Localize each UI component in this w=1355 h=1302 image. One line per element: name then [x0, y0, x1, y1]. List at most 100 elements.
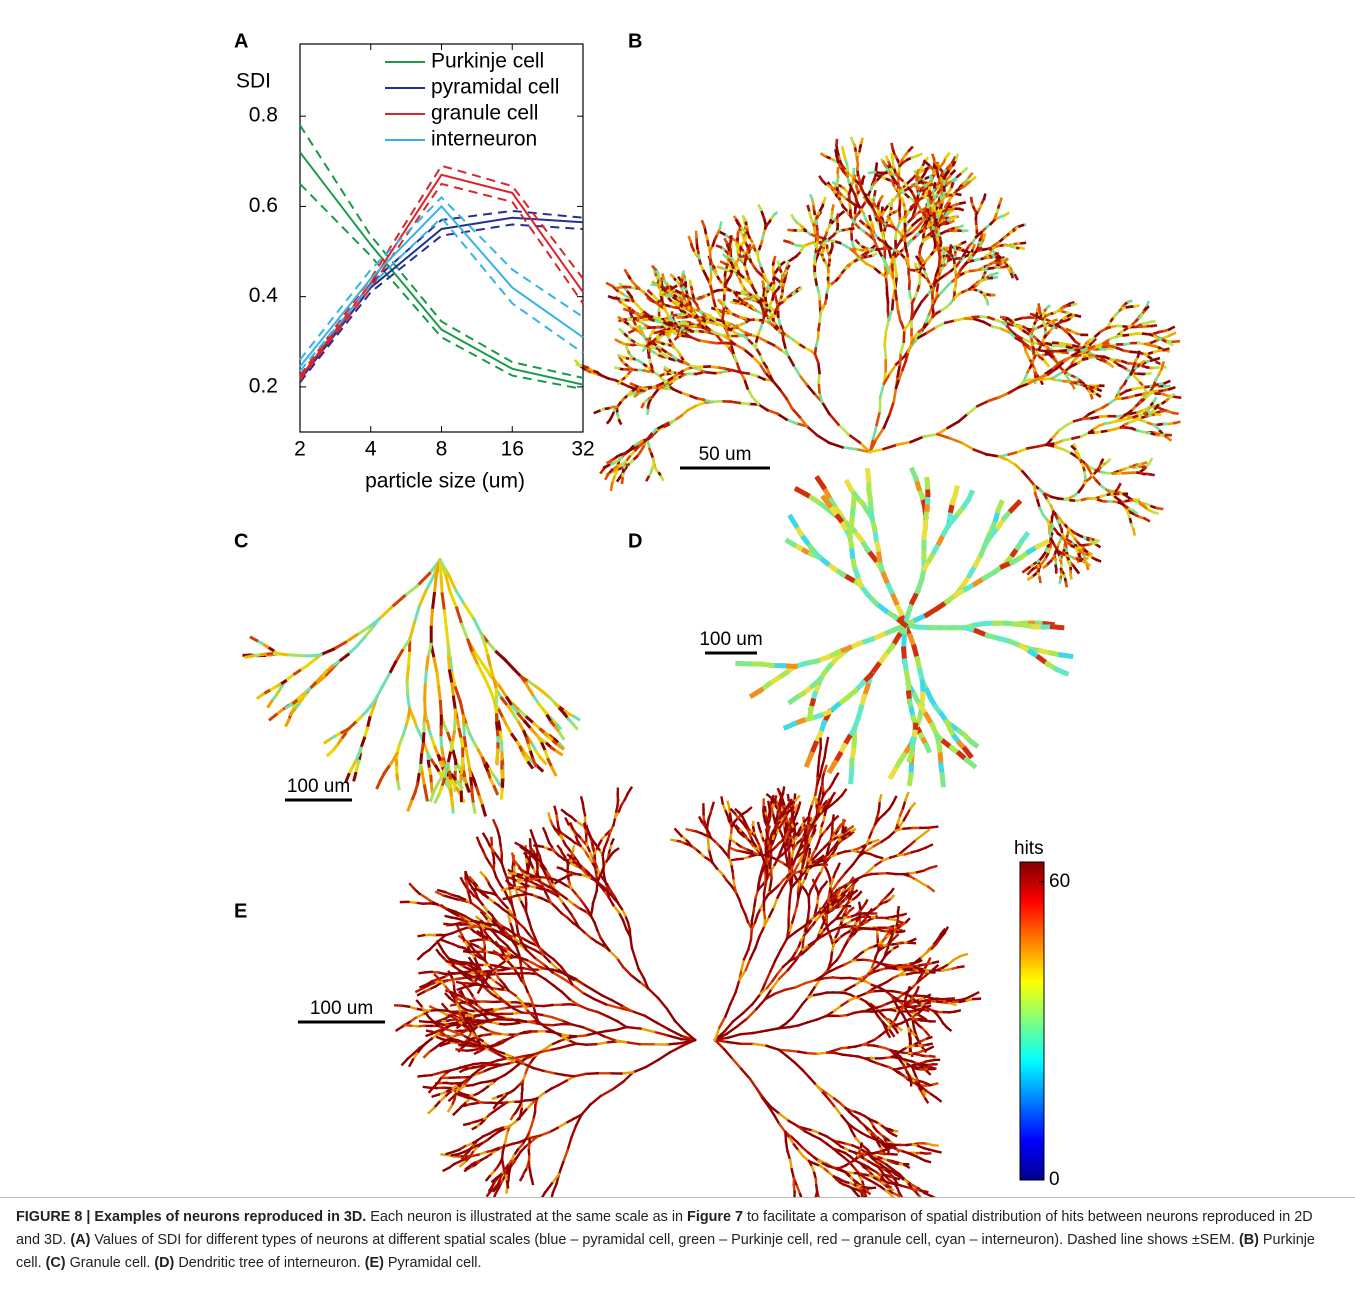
neuron-segment: [258, 694, 263, 698]
neuron-segment: [379, 607, 391, 619]
neuron-segment: [974, 450, 986, 455]
neuron-segment: [675, 337, 677, 339]
neuron-segment: [497, 779, 500, 784]
neuron-segment: [819, 373, 820, 383]
neuron-segment: [1020, 225, 1023, 226]
neuron-segment: [556, 751, 561, 754]
neuron-segment: [357, 638, 365, 647]
neuron-segment: [1150, 321, 1154, 322]
neuron-segment: [936, 323, 945, 328]
neuron-segment: [851, 138, 853, 142]
neuron-segment: [418, 992, 424, 995]
neuron-segment: [333, 642, 345, 649]
neuron-segment: [893, 278, 895, 289]
neuron-segment: [1040, 578, 1041, 582]
neuron-segment: [863, 177, 864, 180]
neuron-segment: [616, 368, 619, 369]
neuron-segment: [1059, 426, 1066, 431]
neuron-segment: [1047, 306, 1049, 308]
neuron-segment: [642, 404, 643, 407]
neuron-segment: [771, 284, 772, 286]
neuron-segment: [992, 326, 1001, 328]
neuron-segment: [1173, 341, 1179, 342]
neuron-segment: [1047, 314, 1050, 315]
neuron-segment: [794, 365, 800, 375]
neuron-segment: [952, 184, 953, 187]
neuron-segment: [1164, 349, 1169, 350]
neuron-segment: [654, 1032, 668, 1036]
neuron-segment: [440, 702, 441, 717]
neuron-segment: [1174, 422, 1179, 423]
neuron-segment: [956, 155, 958, 160]
neuron-segment: [910, 753, 912, 760]
neuron-segment: [620, 329, 623, 332]
neuron-segment: [876, 175, 880, 176]
neuron-segment: [873, 254, 876, 255]
neuron-segment: [990, 275, 992, 276]
neuron-segment: [392, 596, 405, 607]
neuron-segment: [1167, 437, 1171, 440]
neuron-segment: [424, 713, 425, 724]
neuron-segment: [909, 147, 912, 150]
neuron-segment: [908, 343, 911, 352]
neuron-segment: [892, 144, 893, 149]
neuron-segment: [917, 154, 922, 156]
neuron-segment: [1162, 363, 1164, 369]
neuron-segment: [810, 708, 811, 716]
neuron-segment: [785, 241, 789, 242]
neuron-segment: [817, 435, 829, 442]
neuron-segment: [574, 717, 579, 720]
neuron-segment: [418, 573, 430, 585]
neuron-segment: [408, 653, 409, 667]
neuron-segment: [576, 1035, 586, 1036]
neuron-segment: [1145, 518, 1149, 521]
neuron-segment: [665, 367, 667, 368]
neuron-segment: [1169, 327, 1173, 329]
neuron-segment: [364, 728, 367, 738]
neuron-segment: [423, 734, 424, 745]
neuron-segment: [717, 246, 721, 247]
neuron-segment: [578, 1005, 588, 1009]
neuron-segment: [489, 643, 497, 652]
neuron-segment: [1173, 413, 1178, 414]
neuron-segment: [643, 348, 645, 351]
neuron-segment: [286, 720, 289, 726]
neuron-segment: [454, 721, 455, 732]
neuron-segment: [724, 255, 727, 258]
neuron-segment: [461, 1070, 464, 1072]
neuron-segment: [1107, 362, 1112, 366]
neuron-segment: [493, 1098, 496, 1099]
neuron-segment: [748, 388, 753, 397]
neuron-segment: [609, 297, 614, 299]
neuron-segment: [456, 978, 465, 979]
neuron-segment: [670, 333, 671, 335]
neuron-segment: [847, 482, 851, 490]
neuron-segment: [339, 655, 348, 662]
neuron-segment: [870, 216, 871, 219]
neuron-segment: [1011, 503, 1019, 511]
neuron-segment: [268, 701, 271, 706]
neuron-segment: [818, 363, 819, 373]
neuron-segment: [934, 183, 935, 187]
neuron-segment: [1102, 460, 1103, 462]
neuron-segment: [1005, 259, 1007, 261]
neuron-segment: [925, 161, 929, 165]
neuron-segment: [630, 331, 634, 333]
neuron-segment: [924, 434, 938, 437]
neuron-segment: [661, 476, 663, 479]
neuron-segment: [763, 282, 764, 284]
neuron-segment: [837, 215, 838, 218]
neuron-segment: [861, 139, 862, 143]
neuron-segment: [838, 425, 848, 435]
neuron-segment: [872, 246, 875, 248]
neuron-segment: [325, 740, 330, 743]
neuron-segment: [1138, 352, 1139, 357]
neuron-segment: [1155, 358, 1159, 359]
neuron-segment: [970, 741, 976, 746]
neuron-segment: [511, 1116, 513, 1119]
neuron-segment: [740, 403, 749, 404]
neuron-segment: [407, 667, 408, 681]
neuron-segment: [942, 775, 943, 785]
neuron-segment: [1107, 460, 1109, 462]
neuron-segment: [1141, 361, 1144, 363]
